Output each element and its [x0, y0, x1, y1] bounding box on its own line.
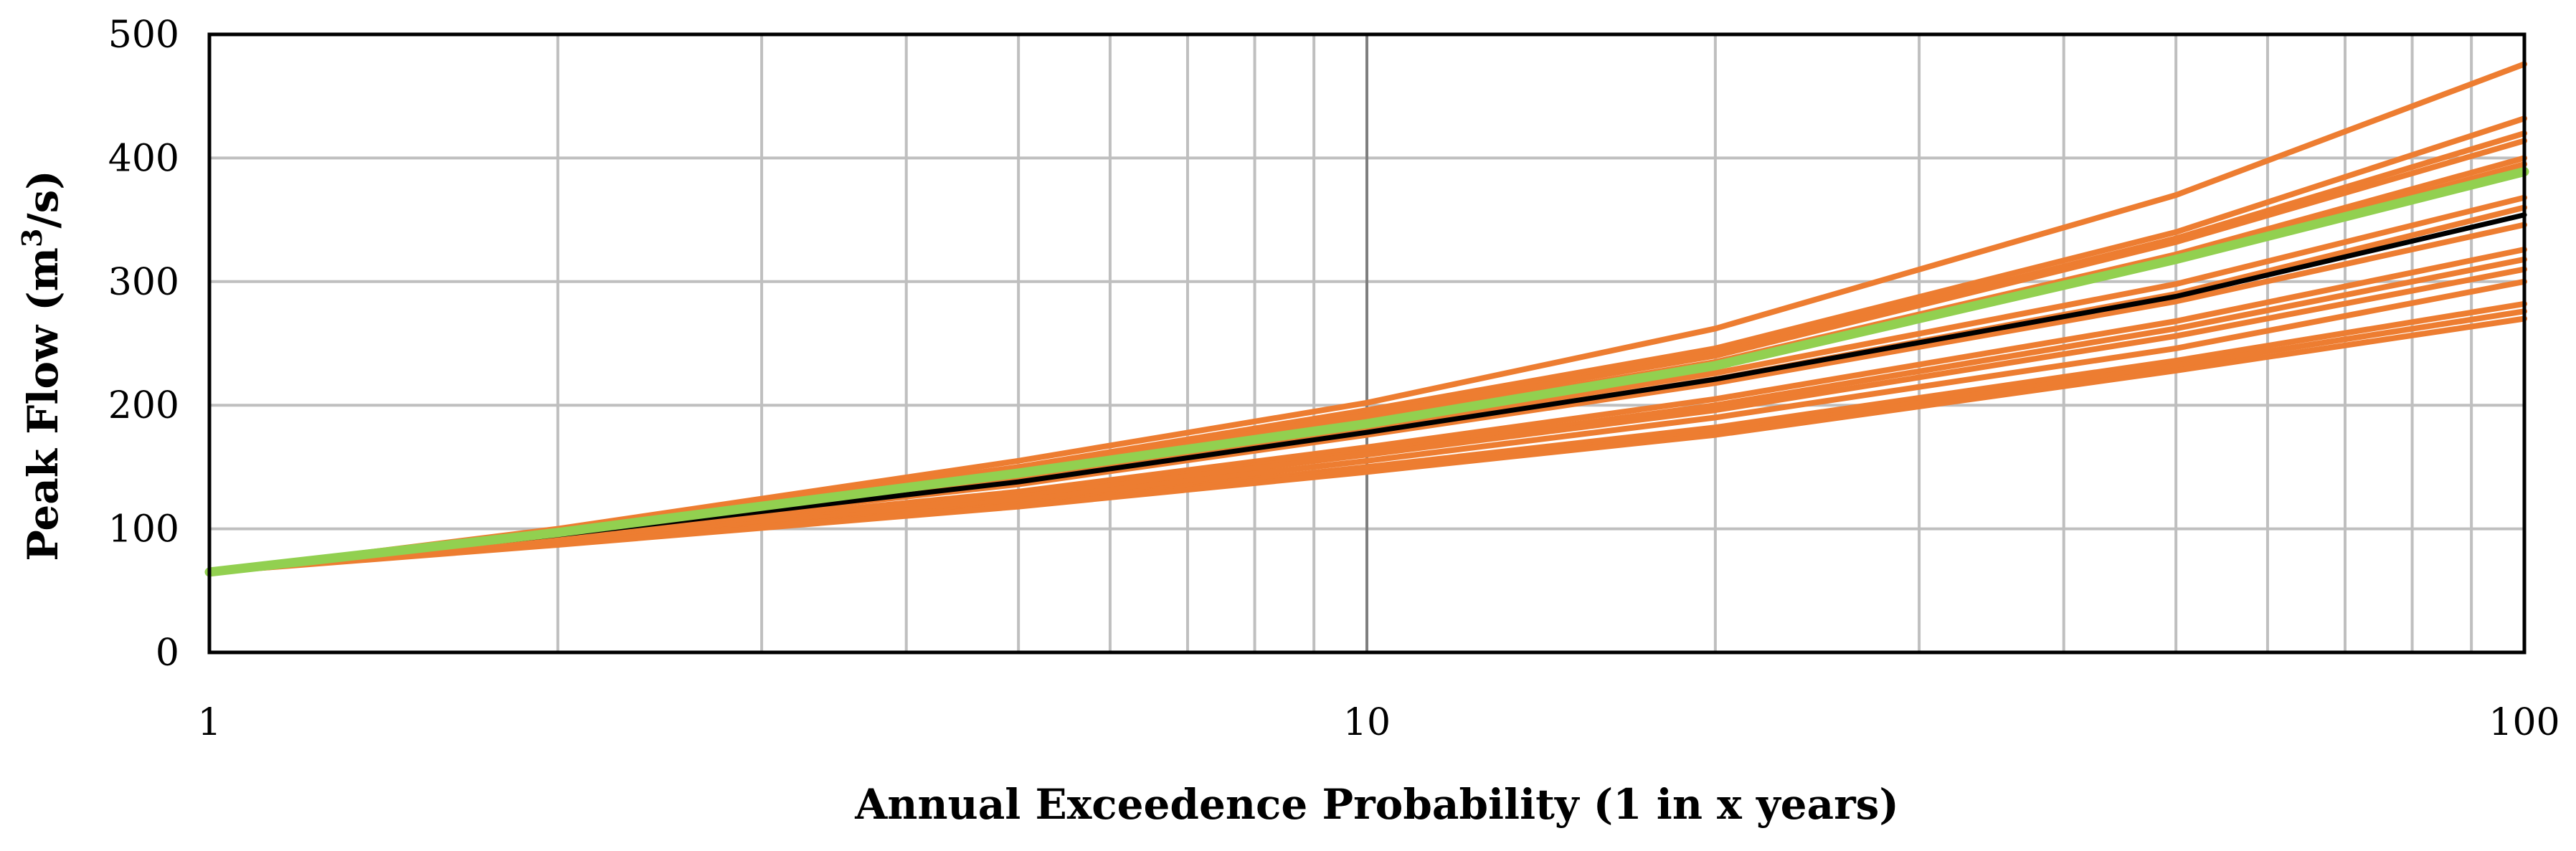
x-tick-label: 10	[1343, 701, 1391, 744]
x-axis-title: Annual Exceedence Probability (1 in x ye…	[854, 780, 1899, 829]
series-lines	[204, 61, 2529, 577]
y-tick-label: 400	[108, 137, 179, 180]
y-tick-label: 300	[108, 261, 179, 304]
y-tick-label: 100	[108, 508, 179, 551]
y-axis-title-tail: /s)	[19, 170, 67, 228]
x-tick-labels: 1 10 100	[197, 701, 2560, 744]
y-axis-title-main: Peak Flow (m	[19, 247, 67, 561]
y-axis-title-superscript: 3	[16, 229, 48, 247]
plot-frame	[207, 32, 2527, 655]
y-tick-label: 500	[108, 14, 179, 57]
series-line-18	[204, 166, 2529, 577]
x-tick-label: 100	[2489, 701, 2560, 744]
y-tick-labels: 0 100 200 300 400 500	[108, 14, 179, 675]
grid-lines	[209, 34, 2524, 652]
y-tick-label: 200	[108, 384, 179, 427]
y-tick-label: 0	[156, 632, 179, 675]
series-line-16	[207, 315, 2527, 575]
y-axis-title: Peak Flow (m3/s)	[16, 170, 67, 561]
x-tick-label: 1	[197, 701, 221, 744]
